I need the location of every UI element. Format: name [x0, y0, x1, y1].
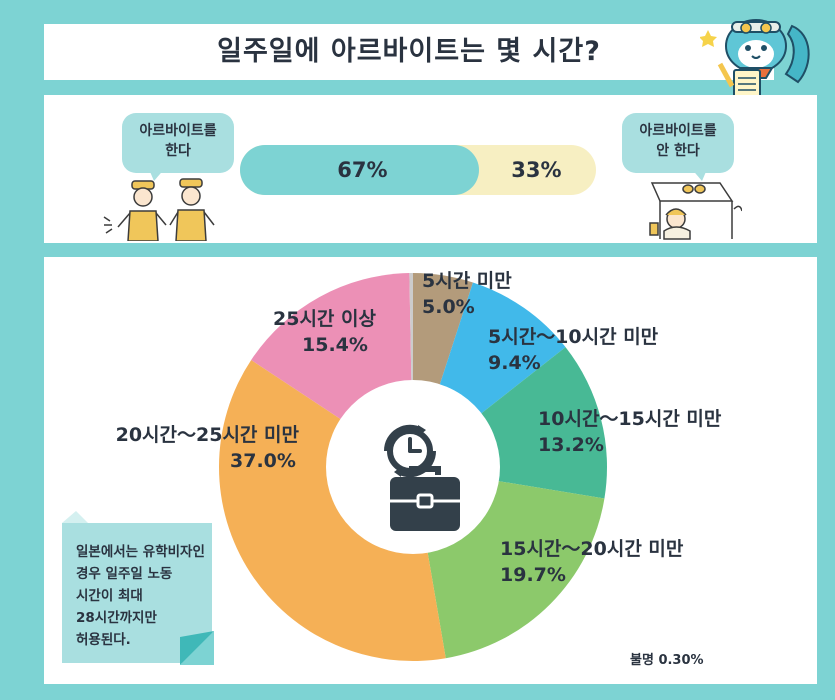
- note-card: 일본에서는 유학비자인 경우 일주일 노동 시간이 최대 28시간까지만 허용된…: [62, 511, 214, 665]
- work-ratio-bar: 67% 33%: [240, 145, 596, 195]
- slice-label-2: 5시간～10시간 미만: [488, 326, 659, 348]
- bubble-no-tail: [690, 167, 708, 181]
- slice-value-4: 19.7%: [500, 564, 566, 586]
- slice-value-6: 15.4%: [302, 334, 368, 356]
- slice-value-5: 37.0%: [230, 450, 296, 472]
- slice-label-4: 15시간～20시간 미만: [500, 538, 684, 560]
- bar-label-no: 33%: [511, 158, 562, 182]
- slice-label-1: 5시간 미만: [422, 270, 512, 292]
- workers-illustration-icon: [103, 178, 215, 241]
- donut-chart: 5시간 미만 5.0% 5시간～10시간 미만 9.4% 10시간～15시간 미만 13.…: [116, 270, 722, 661]
- briefcase-icon: [390, 466, 460, 531]
- work-ratio-panel: 아르바이트를 한다 아르바이트를 안 한다 67% 33%: [44, 95, 817, 243]
- slice-value-1: 5.0%: [422, 296, 475, 318]
- student-illustration-icon: [649, 182, 742, 240]
- bubble-work-yes: 아르바이트를 한다: [122, 113, 234, 173]
- slice-value-3: 13.2%: [538, 434, 604, 456]
- slice-label-5: 20시간～25시간 미만: [116, 424, 300, 446]
- chart-panel: 5시간 미만 5.0% 5시간～10시간 미만 9.4% 10시간～15시간 미만 13.…: [44, 257, 817, 684]
- bubble-work-no: 아르바이트를 안 한다: [622, 113, 734, 173]
- bubble-yes-line1: 아르바이트를: [139, 123, 217, 139]
- bubble-yes-tail: [148, 167, 166, 181]
- note-fold-top: [62, 511, 88, 523]
- bubble-no-line1: 아르바이트를: [639, 123, 717, 139]
- title-panel: 일주일에 아르바이트는 몇 시간?: [44, 24, 774, 80]
- mascot-icon: [700, 19, 810, 101]
- slice-label-3: 10시간～15시간 미만: [538, 408, 722, 430]
- note-fold-corner: [180, 631, 214, 665]
- unknown-label: 불명 0.30%: [630, 653, 704, 668]
- slice-value-2: 9.4%: [488, 352, 541, 374]
- slice-label-6: 25시간 이상: [273, 308, 376, 330]
- bubble-yes-line2: 한다: [165, 143, 191, 159]
- page-title: 일주일에 아르바이트는 몇 시간?: [217, 36, 601, 67]
- bar-label-yes: 67%: [337, 158, 388, 182]
- bubble-no-line2: 안 한다: [656, 143, 700, 159]
- bar-segment-yes: [240, 145, 479, 195]
- slice-5: [218, 359, 446, 661]
- note-text: 일본에서는 유학비자인 경우 일주일 노동 시간이 최대 28시간까지만 허용된…: [76, 544, 205, 648]
